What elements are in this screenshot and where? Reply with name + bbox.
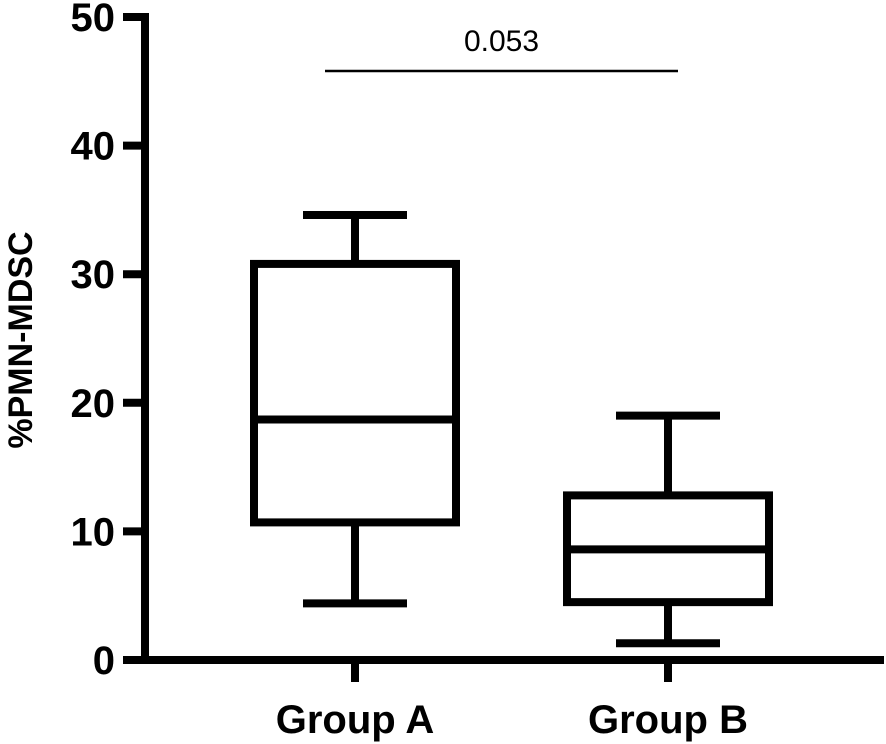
boxes <box>250 211 773 648</box>
box-group-a <box>250 211 460 608</box>
y-tick-label: 10 <box>71 510 116 554</box>
y-ticks: 0 10 20 30 40 50 <box>71 0 145 683</box>
p-value-label: 0.053 <box>464 25 539 58</box>
x-tick-label: Group A <box>276 698 435 742</box>
y-axis-label: %PMN-MDSC <box>2 231 40 448</box>
y-tick-label: 30 <box>71 253 116 297</box>
y-tick-label: 20 <box>71 382 116 426</box>
iqr-box <box>250 259 460 527</box>
box-group-b <box>563 411 773 648</box>
y-tick-label: 50 <box>71 0 116 40</box>
axes <box>141 13 884 664</box>
annotations: 0.053 <box>325 25 678 73</box>
x-tick-labels: Group A Group B <box>276 660 748 742</box>
y-tick-label: 40 <box>71 125 116 169</box>
y-tick-label: 0 <box>93 639 115 683</box>
x-tick-label: Group B <box>588 698 748 742</box>
